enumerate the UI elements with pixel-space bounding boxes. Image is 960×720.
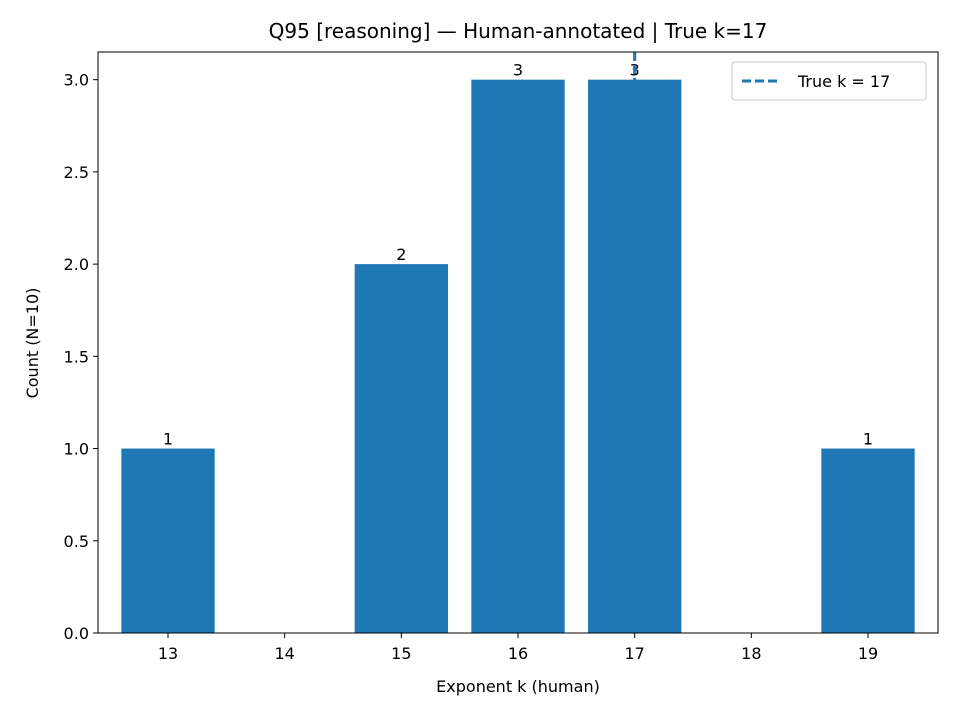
legend-box — [731, 61, 927, 101]
bar-16 — [471, 79, 565, 633]
x-tick-label-15: 15 — [391, 644, 411, 663]
bar-value-label-16: 3 — [513, 61, 523, 80]
bar-value-label-13: 1 — [163, 430, 173, 449]
x-tick-label-19: 19 — [858, 644, 878, 663]
x-tick-label-16: 16 — [508, 644, 528, 663]
y-tick-label-1.0: 1.0 — [64, 440, 89, 459]
x-tick-label-18: 18 — [741, 644, 761, 663]
bar-value-label-15: 2 — [396, 245, 406, 264]
y-tick-label-2.0: 2.0 — [64, 255, 89, 274]
bar-15 — [354, 264, 448, 633]
x-tick-label-17: 17 — [624, 644, 644, 663]
y-tick-label-1.5: 1.5 — [64, 347, 89, 366]
bar-value-label-19: 1 — [863, 430, 873, 449]
y-tick-label-3.0: 3.0 — [64, 71, 89, 90]
bar-19 — [821, 448, 915, 633]
x-tick-label-13: 13 — [158, 644, 178, 663]
y-tick-label-0.5: 0.5 — [64, 532, 89, 551]
x-tick-label-14: 14 — [274, 644, 294, 663]
legend: True k = 17 — [731, 61, 927, 101]
y-axis-ticks: 0.0 0.5 1.0 1.5 2.0 2.5 3.0 — [64, 71, 98, 643]
chart-title: Q95 [reasoning] — Human-annotated | True… — [269, 19, 768, 43]
y-axis-title: Count (N=10) — [23, 288, 42, 399]
x-axis-title: Exponent k (human) — [436, 677, 600, 696]
x-axis-ticks: 13 14 15 16 17 18 19 — [158, 633, 878, 663]
y-tick-label-0.0: 0.0 — [64, 624, 89, 643]
legend-label: True k = 17 — [797, 72, 890, 91]
y-tick-label-2.5: 2.5 — [64, 163, 89, 182]
plot-frame — [97, 51, 939, 634]
bar-13 — [121, 448, 215, 633]
